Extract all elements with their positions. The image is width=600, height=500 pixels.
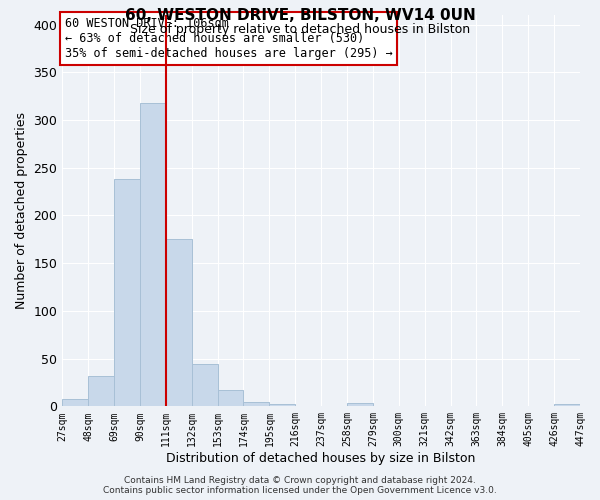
Bar — [244, 402, 269, 406]
Bar — [88, 376, 114, 406]
Bar — [554, 404, 580, 406]
Bar — [62, 398, 88, 406]
Bar — [192, 364, 218, 406]
Bar — [166, 240, 192, 406]
Text: Contains HM Land Registry data © Crown copyright and database right 2024.
Contai: Contains HM Land Registry data © Crown c… — [103, 476, 497, 495]
Text: 60, WESTON DRIVE, BILSTON, WV14 0UN: 60, WESTON DRIVE, BILSTON, WV14 0UN — [125, 8, 475, 22]
Bar — [269, 404, 295, 406]
Text: Size of property relative to detached houses in Bilston: Size of property relative to detached ho… — [130, 22, 470, 36]
Y-axis label: Number of detached properties: Number of detached properties — [15, 112, 28, 309]
Bar — [114, 179, 140, 406]
Bar — [347, 404, 373, 406]
Bar — [218, 390, 244, 406]
Bar — [140, 103, 166, 406]
X-axis label: Distribution of detached houses by size in Bilston: Distribution of detached houses by size … — [166, 452, 476, 465]
Text: 60 WESTON DRIVE: 106sqm
← 63% of detached houses are smaller (530)
35% of semi-d: 60 WESTON DRIVE: 106sqm ← 63% of detache… — [65, 17, 392, 60]
